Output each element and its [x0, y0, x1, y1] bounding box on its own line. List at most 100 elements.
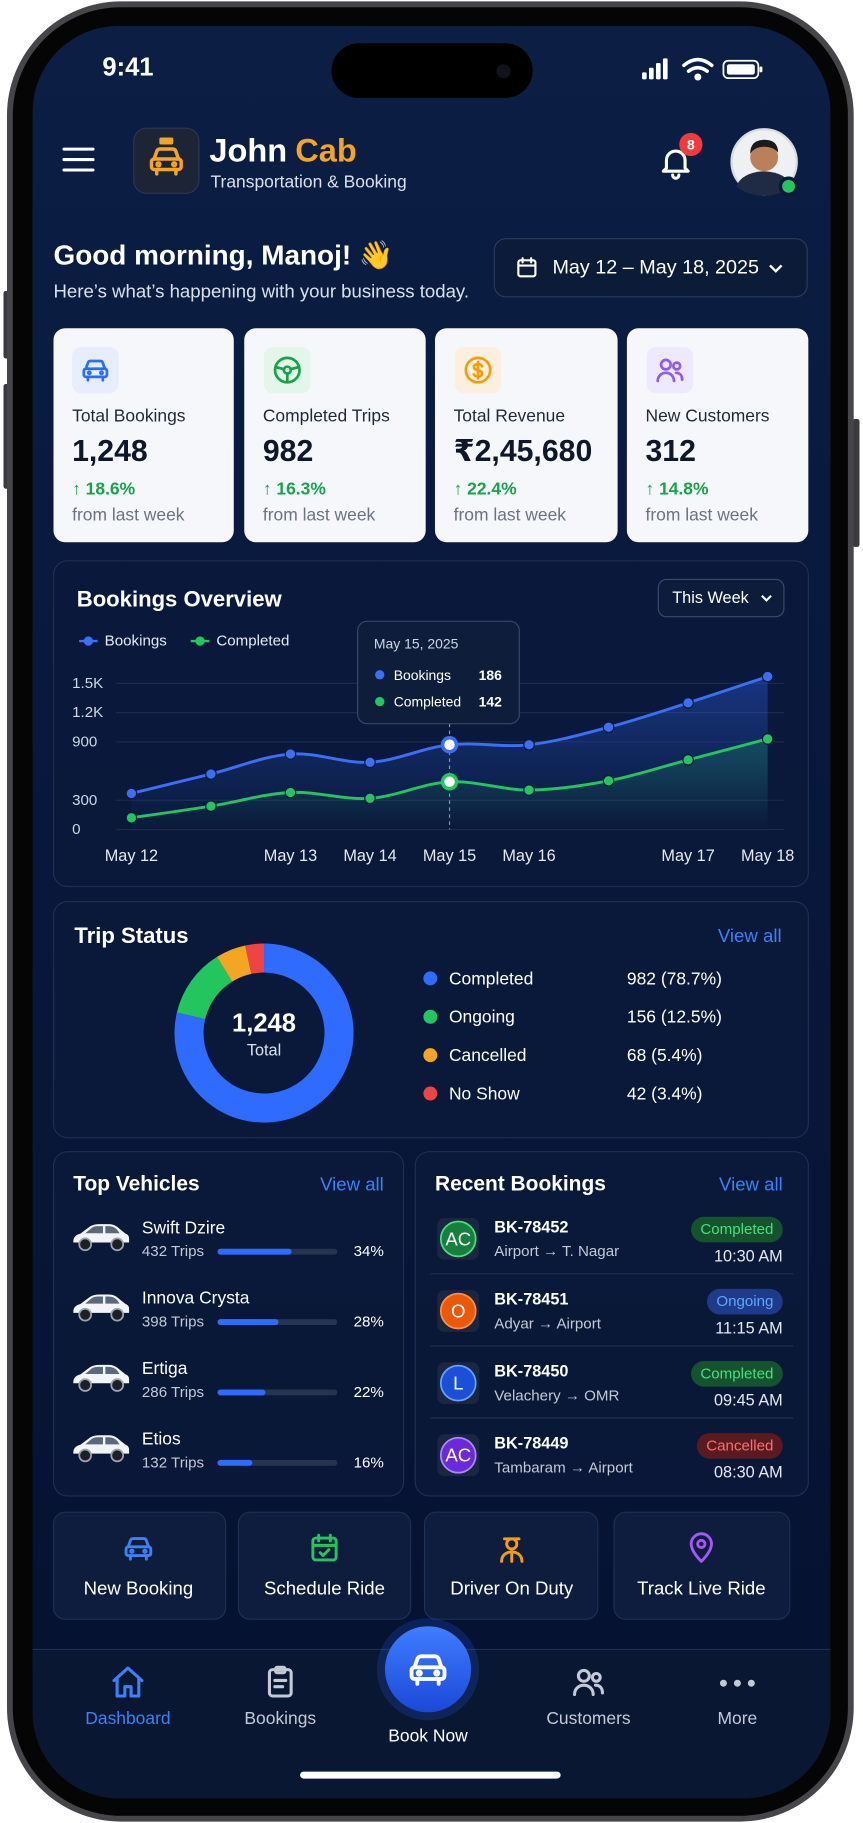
data-point: [523, 738, 535, 751]
x-tick-label: May 14: [343, 847, 396, 865]
share-bar: [217, 1319, 279, 1325]
legend-label: Completed: [216, 633, 289, 650]
share-label: 34%: [354, 1243, 384, 1260]
stat-label: Completed Trips: [263, 405, 390, 425]
quick-action-label[interactable]: Schedule Ride: [264, 1577, 385, 1598]
data-point: [682, 754, 694, 766]
legend-label: Completed: [449, 968, 533, 988]
status-pill-label: Completed: [700, 1221, 773, 1238]
stat-value: 312: [646, 435, 696, 468]
legend-dot: [195, 636, 205, 646]
avatar-initials: AC: [445, 1445, 471, 1466]
booking-route: Airport → T. Nagar: [494, 1243, 619, 1260]
nav-center-label[interactable]: Book Now: [388, 1726, 468, 1746]
wifi-icon: [682, 57, 714, 81]
stat-change: ↑ 18.6%: [72, 479, 136, 499]
x-tick-label: May 17: [661, 847, 714, 865]
nav-label[interactable]: Bookings: [244, 1708, 316, 1728]
tooltip-value: 186: [479, 667, 503, 683]
panel-title: Top Vehicles: [73, 1173, 199, 1196]
stat-period: from last week: [454, 504, 567, 524]
x-tick-label: May 13: [264, 847, 317, 865]
data-point: [284, 786, 297, 799]
donut-caption: Total: [247, 1041, 281, 1059]
share-bar: [217, 1248, 292, 1255]
status-pill: [707, 1288, 783, 1315]
booking-route: Adyar → Airport: [494, 1315, 601, 1332]
view-all-link[interactable]: View all: [320, 1174, 384, 1195]
avatar-initials: L: [453, 1373, 463, 1394]
share-label: 22%: [354, 1384, 384, 1401]
menu-button[interactable]: [62, 147, 95, 172]
vehicle-name: Swift Dzire: [142, 1217, 225, 1237]
legend-label: Cancelled: [449, 1045, 527, 1065]
chevron: [761, 594, 772, 602]
legend-label: Ongoing: [449, 1007, 515, 1027]
status-pill-label: Cancelled: [706, 1437, 773, 1454]
legend-dot: [423, 1086, 438, 1101]
stat-period: from last week: [263, 504, 376, 524]
highlight-point: [440, 736, 459, 754]
quick-action-label[interactable]: Driver On Duty: [450, 1577, 574, 1598]
avatar[interactable]: [730, 128, 798, 196]
greeting-subtitle: Here’s what’s happening with your busine…: [54, 281, 470, 302]
x-tick-label: May 18: [741, 847, 794, 865]
donut-total: 1,248: [232, 1010, 296, 1038]
nav-label[interactable]: Customers: [546, 1708, 631, 1728]
avatar-initials: AC: [445, 1228, 471, 1249]
share-bar: [217, 1389, 266, 1396]
data-point: [205, 800, 217, 812]
view-all-link[interactable]: View all: [718, 925, 782, 946]
avatar: [439, 1436, 477, 1474]
brand-name: John: [209, 132, 287, 168]
avatar: [439, 1292, 477, 1330]
legend-dot: [423, 971, 438, 986]
pie-segment: [216, 945, 252, 982]
quick-action-label[interactable]: New Booking: [84, 1577, 194, 1598]
tagline: Transportation & Booking: [211, 172, 407, 192]
stat-change: ↑ 16.3%: [263, 479, 327, 499]
y-tick-label: 300: [72, 792, 97, 809]
date-picker[interactable]: [493, 238, 808, 298]
brand-accent: Cab: [295, 132, 357, 168]
nav-label[interactable]: More: [718, 1708, 758, 1728]
x-tick-label: May 12: [105, 847, 158, 865]
quick-action[interactable]: [237, 1511, 412, 1620]
tooltip-value: 142: [479, 694, 503, 710]
data-point: [125, 811, 138, 824]
data-point: [761, 670, 774, 683]
booking-id: BK-78449: [494, 1435, 568, 1453]
y-tick-label: 0: [72, 821, 80, 838]
legend-label: Bookings: [105, 633, 168, 650]
view-all-link[interactable]: View all: [719, 1174, 783, 1195]
panel-title: Recent Bookings: [435, 1173, 606, 1196]
pie-segment: [176, 956, 233, 1020]
nav-label[interactable]: Dashboard: [85, 1708, 170, 1728]
avatar-initials: O: [451, 1301, 465, 1322]
legend-value: 156 (12.5%): [627, 1007, 722, 1027]
legend-value: 982 (78.7%): [627, 968, 722, 988]
quick-action[interactable]: [423, 1511, 599, 1620]
booking-id: BK-78450: [494, 1362, 568, 1380]
period-filter[interactable]: [657, 578, 785, 618]
stat-label: New Customers: [646, 405, 770, 425]
status-pill: [696, 1433, 783, 1459]
stat-label: Total Revenue: [454, 405, 565, 425]
tooltip-dot: [375, 696, 385, 707]
status-time: 9:41: [102, 54, 153, 82]
stat-label: Total Bookings: [72, 405, 186, 425]
nav-icon-more[interactable]: [719, 1679, 755, 1687]
stat-period: from last week: [72, 504, 185, 524]
data-point: [602, 721, 615, 734]
quick-action-label[interactable]: Track Live Ride: [637, 1577, 765, 1598]
notification-count: 8: [687, 136, 695, 152]
home-indicator: [300, 1771, 561, 1779]
quick-action[interactable]: [613, 1511, 791, 1620]
filter-label[interactable]: This Week: [672, 589, 749, 607]
data-point: [364, 756, 376, 769]
signal-icon: [642, 58, 668, 80]
quick-action[interactable]: [52, 1511, 227, 1620]
panel-title: Trip Status: [74, 923, 188, 948]
battery-tip: [759, 66, 763, 73]
booking-id: BK-78451: [494, 1290, 568, 1308]
